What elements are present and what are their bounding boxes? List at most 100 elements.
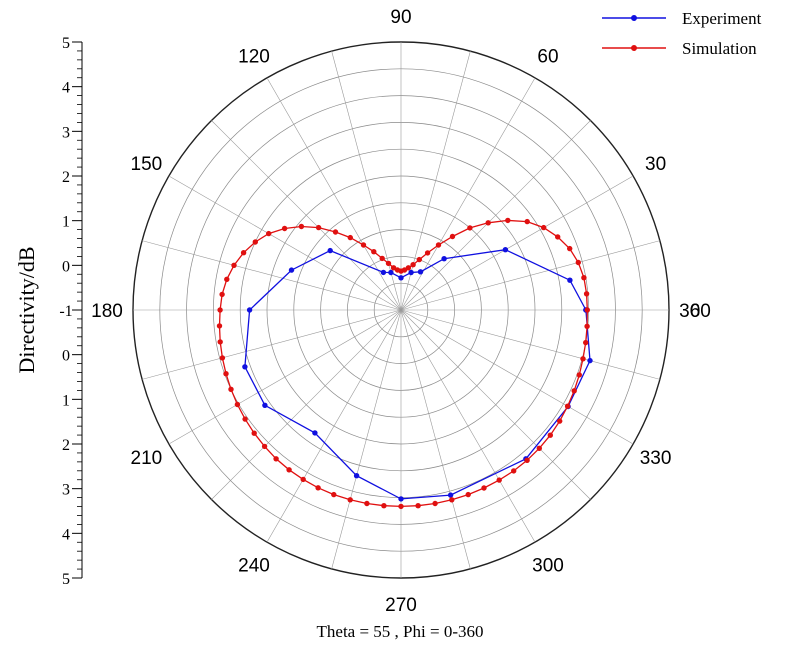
- grid-spoke: [266, 309, 402, 543]
- data-point-simulation: [511, 468, 517, 474]
- data-point-experiment: [353, 473, 360, 479]
- data-point-experiment: [447, 492, 454, 498]
- data-point-simulation: [524, 457, 530, 463]
- data-point-simulation: [219, 355, 226, 361]
- angle-tick-label: 150: [131, 154, 163, 175]
- radial-tick-label: 3: [62, 482, 70, 499]
- data-point-simulation: [242, 416, 248, 422]
- angle-tick-label: 90: [390, 7, 411, 28]
- legend-label-simulation: Simulation: [682, 39, 757, 58]
- radial-tick-label: -1: [59, 303, 72, 320]
- data-point-experiment: [587, 357, 593, 364]
- data-point-experiment: [262, 402, 268, 408]
- data-point-experiment: [380, 269, 387, 276]
- data-point-simulation: [410, 262, 416, 268]
- angle-tick-label: 240: [238, 556, 270, 577]
- data-point-simulation: [273, 456, 279, 462]
- grid-spoke: [400, 175, 634, 311]
- data-point-simulation: [219, 291, 225, 298]
- data-point-simulation: [432, 500, 438, 507]
- data-point-simulation: [315, 224, 322, 231]
- x-axis-title: Theta = 55 , Phi = 0-360: [317, 622, 484, 641]
- data-point-simulation: [547, 432, 553, 438]
- data-point-simulation: [505, 217, 511, 224]
- data-point-simulation: [217, 307, 223, 313]
- angle-tick-label: 330: [640, 448, 672, 469]
- data-point-simulation: [251, 430, 257, 436]
- grid-spoke: [400, 309, 471, 569]
- data-series: [216, 217, 593, 510]
- data-point-simulation: [581, 275, 587, 281]
- radial-tick-label: 4: [62, 526, 70, 543]
- data-point-simulation: [465, 491, 471, 498]
- grid-spoke: [168, 175, 402, 311]
- legend-entry-experiment: Experiment: [602, 9, 762, 28]
- grid-spoke: [142, 309, 402, 380]
- series-experiment: [242, 247, 593, 502]
- angle-tick-label: 270: [385, 595, 417, 616]
- grid-spoke: [331, 51, 402, 311]
- data-point-experiment: [246, 307, 253, 313]
- data-point-experiment: [417, 269, 424, 275]
- data-point-simulation: [584, 323, 590, 329]
- data-point-simulation: [398, 503, 404, 510]
- radial-tick-label: 3: [62, 124, 70, 141]
- data-point-simulation: [449, 233, 456, 240]
- data-point-experiment: [398, 275, 404, 281]
- data-point-simulation: [347, 234, 353, 241]
- grid-spoke: [400, 309, 536, 543]
- data-point-simulation: [576, 372, 582, 378]
- grid-spoke: [168, 309, 402, 445]
- data-point-simulation: [541, 224, 547, 231]
- data-point-simulation: [571, 388, 577, 394]
- angle-tick-label: 360: [679, 301, 711, 322]
- data-point-simulation: [435, 242, 442, 248]
- grid-spoke: [400, 120, 591, 311]
- data-point-simulation: [298, 223, 305, 230]
- data-point-simulation: [567, 245, 573, 252]
- data-point-experiment: [441, 256, 447, 262]
- angle-tick-label: 120: [238, 46, 270, 67]
- data-point-simulation: [583, 339, 589, 346]
- data-point-simulation: [536, 445, 542, 451]
- data-point-simulation: [555, 234, 561, 240]
- data-point-simulation: [580, 356, 586, 362]
- data-point-simulation: [332, 229, 339, 235]
- data-point-experiment: [327, 247, 333, 254]
- data-point-experiment: [408, 269, 414, 276]
- legend-marker-simulation: [631, 45, 637, 51]
- data-point-simulation: [231, 262, 237, 268]
- data-point-simulation: [485, 220, 491, 226]
- data-point-experiment: [242, 364, 248, 370]
- data-point-simulation: [217, 339, 223, 345]
- data-point-simulation: [315, 485, 321, 491]
- data-point-simulation: [481, 485, 487, 491]
- legend: Experiment Simulation: [602, 9, 762, 58]
- grid-spoke: [211, 309, 402, 500]
- data-point-simulation: [416, 256, 422, 263]
- grid-spoke: [400, 309, 591, 500]
- data-point-simulation: [234, 401, 241, 408]
- data-point-simulation: [385, 260, 392, 267]
- data-point-simulation: [557, 418, 563, 424]
- data-point-simulation: [379, 255, 385, 262]
- angle-tick-labels: 0 30 60 90 120 150 180 210 240 270 300 330 360: [91, 7, 711, 616]
- grid-spoke: [142, 240, 402, 311]
- data-point-simulation: [240, 250, 247, 256]
- angle-tick-label: 300: [532, 556, 564, 577]
- data-point-simulation: [584, 307, 590, 313]
- legend-entry-simulation: Simulation: [602, 39, 757, 58]
- series-simulation: [216, 217, 590, 510]
- grid-spoke: [266, 77, 402, 311]
- data-point-experiment: [398, 496, 404, 502]
- data-point-simulation: [360, 242, 367, 248]
- angle-tick-label: 210: [131, 448, 163, 469]
- data-point-simulation: [564, 403, 571, 409]
- angle-tick-label: 180: [91, 301, 123, 322]
- data-point-simulation: [347, 497, 353, 503]
- angle-tick-label: 30: [645, 154, 666, 175]
- radial-tick-label: 1: [62, 214, 70, 231]
- data-point-simulation: [524, 218, 530, 225]
- data-point-simulation: [216, 323, 223, 329]
- legend-marker-experiment: [631, 15, 637, 21]
